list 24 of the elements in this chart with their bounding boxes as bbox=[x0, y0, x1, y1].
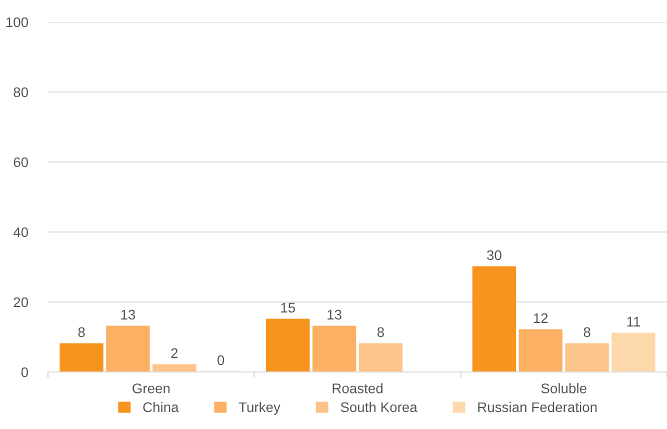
data-label: 8 bbox=[377, 327, 384, 338]
x-tick-label: Roasted bbox=[332, 383, 382, 394]
data-label: 13 bbox=[121, 310, 136, 320]
data-label: 12 bbox=[534, 313, 548, 323]
legend-label: South Korea bbox=[340, 402, 418, 412]
x-tick-label: Soluble bbox=[541, 383, 586, 394]
data-label: 15 bbox=[281, 302, 296, 313]
data-label: 8 bbox=[78, 327, 85, 338]
y-tick-label: 0 bbox=[21, 367, 28, 378]
legend-label: Russian Federation bbox=[478, 402, 597, 412]
data-label: 13 bbox=[328, 310, 342, 320]
data-label: 0 bbox=[217, 355, 224, 366]
data-label: 30 bbox=[487, 250, 502, 260]
data-label: 11 bbox=[627, 316, 640, 326]
legend-label: Turkey bbox=[238, 402, 280, 415]
legend-label: China bbox=[143, 402, 179, 412]
y-tick-label: 20 bbox=[14, 297, 28, 308]
y-tick-label: 100 bbox=[6, 17, 28, 28]
data-label: 8 bbox=[584, 327, 590, 338]
y-tick-label: 40 bbox=[13, 227, 28, 238]
y-tick-label: 60 bbox=[14, 157, 28, 168]
data-label: 2 bbox=[171, 348, 178, 358]
x-tick-label: Green bbox=[132, 383, 170, 394]
y-tick-label: 80 bbox=[14, 87, 28, 98]
